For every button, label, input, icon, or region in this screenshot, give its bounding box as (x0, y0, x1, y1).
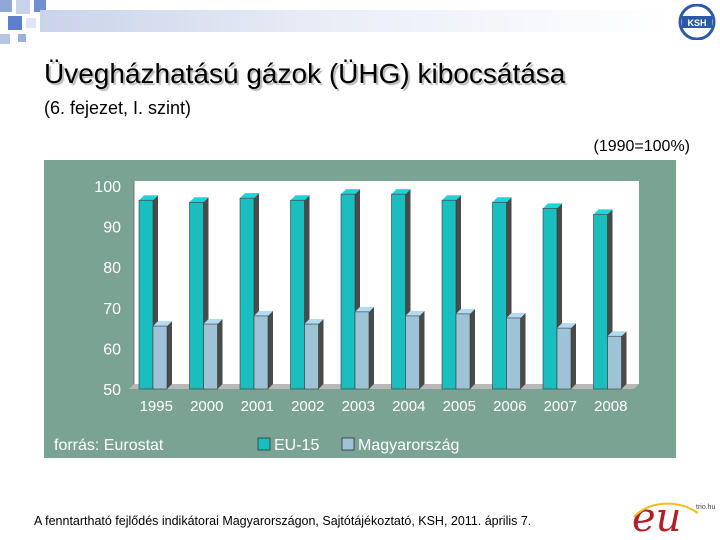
bar-top-eu-15-2001 (240, 193, 259, 199)
header-bar (40, 10, 670, 32)
bar-eu-15-2001 (239, 197, 255, 390)
y-tick-label: 50 (103, 382, 121, 399)
bar-eu-15-2004 (391, 193, 406, 390)
bar-top-eu-15-2006 (492, 197, 512, 203)
bar-eu-15-2000 (189, 201, 204, 390)
bar-eu-15-2007 (542, 208, 558, 390)
y-tick-label: 90 (103, 220, 121, 237)
bar-side-magyarország-2004 (419, 310, 425, 389)
bar-top-eu-15-1995 (139, 195, 158, 201)
bar-top-magyarország-2001 (254, 310, 273, 316)
bar-side-magyarország-2000 (217, 319, 223, 389)
source-note: forrás: Eurostat (54, 437, 164, 454)
bar-top-magyarország-2008 (607, 331, 627, 337)
bar-chart: 50 60 70 80 90 100 1995 2000 2001 2002 2003 2004 200… (54, 179, 639, 454)
bar-top-eu-15-2000 (189, 197, 209, 203)
decorative-squares (0, 0, 46, 44)
bar-top-magyarország-1995 (153, 321, 172, 327)
bar-side-magyarország-2001 (268, 310, 273, 389)
eu-logo-suffix: trio.hu (696, 504, 716, 511)
bar-top-eu-15-2002 (290, 195, 310, 201)
eu-trio-logo: eu trio.hu (632, 495, 716, 537)
legend-swatch-eu-15 (257, 437, 271, 451)
x-tick-label: 2000 (190, 398, 223, 415)
page-subtitle: (6. fejezet, I. szint) (44, 98, 192, 118)
bar-side-magyarország-1995 (167, 321, 172, 389)
y-tick-label: 60 (103, 341, 121, 358)
bar-top-eu-15-2008 (593, 209, 613, 215)
bar-magyarország-2005 (455, 313, 471, 390)
y-tick-label: 80 (103, 260, 121, 277)
bar-eu-15-2003 (340, 193, 356, 390)
bar-side-magyarország-2008 (621, 331, 627, 389)
bar-magyarország-2000 (203, 323, 218, 390)
chart-panel: 50 60 70 80 90 100 1995 2000 2001 2002 2003 2004 200… (44, 160, 676, 458)
x-tick-label: 1995 (140, 398, 173, 415)
bar-magyarország-2001 (253, 315, 269, 390)
x-tick-label: 2005 (443, 398, 476, 415)
legend-label-eu-15: EU-15 (274, 437, 319, 454)
x-tick-label: 2006 (493, 398, 526, 415)
bar-top-magyarország-2006 (506, 312, 526, 318)
x-tick-label: 2004 (392, 398, 425, 415)
bar-magyarország-2002 (304, 323, 319, 390)
bar-top-eu-15-2004 (391, 189, 411, 195)
bar-top-eu-15-2007 (543, 203, 562, 209)
bar-side-magyarország-2003 (369, 306, 374, 389)
bar-magyarország-2003 (354, 311, 370, 390)
bar-side-magyarország-2006 (520, 312, 526, 389)
ksh-logo-text: KSH (687, 18, 706, 28)
footer-note: A fenntartható fejlődés indikátorai Magy… (34, 514, 532, 528)
bar-top-magyarország-2000 (203, 319, 223, 325)
bar-magyarország-2006 (506, 317, 521, 390)
bar-top-magyarország-2005 (456, 308, 475, 314)
bar-eu-15-2002 (290, 199, 305, 390)
eu-logo-text: eu (632, 495, 681, 537)
x-tick-label: 2002 (291, 398, 324, 415)
bar-top-magyarország-2004 (405, 310, 425, 316)
legend-label-magyarország: Magyarország (358, 437, 459, 454)
bar-magyarország-2008 (607, 335, 622, 390)
bar-side-magyarország-2002 (318, 319, 324, 389)
bar-eu-15-1995 (138, 199, 154, 390)
bar-eu-15-2005 (441, 199, 457, 390)
page-title: Üvegházhatású gázok (ÜHG) kibocsátása (44, 58, 566, 89)
ksh-logo: KSH (678, 4, 716, 40)
y-tick-label: 70 (103, 301, 121, 318)
x-tick-label: 2007 (544, 398, 577, 415)
bar-magyarország-1995 (152, 325, 168, 390)
bar-top-magyarország-2002 (304, 319, 324, 325)
bar-top-magyarország-2003 (355, 306, 374, 312)
x-tick-label: 2008 (594, 398, 627, 415)
x-tick-label: 2003 (342, 398, 375, 415)
bar-side-magyarország-2005 (470, 308, 475, 389)
bar-top-eu-15-2003 (341, 189, 360, 195)
x-tick-label: 2001 (241, 398, 274, 415)
bar-side-magyarország-2007 (571, 323, 576, 389)
bar-top-magyarország-2007 (557, 323, 576, 329)
bar-magyarország-2004 (405, 315, 420, 390)
bar-eu-15-2008 (593, 214, 608, 390)
bar-top-eu-15-2005 (442, 195, 461, 201)
bar-eu-15-2006 (492, 201, 507, 390)
legend-swatch-magyarország (341, 437, 355, 451)
y-tick-label: 100 (94, 179, 121, 196)
unit-note: (1990=100%) (593, 138, 690, 155)
bar-magyarország-2007 (556, 327, 572, 390)
